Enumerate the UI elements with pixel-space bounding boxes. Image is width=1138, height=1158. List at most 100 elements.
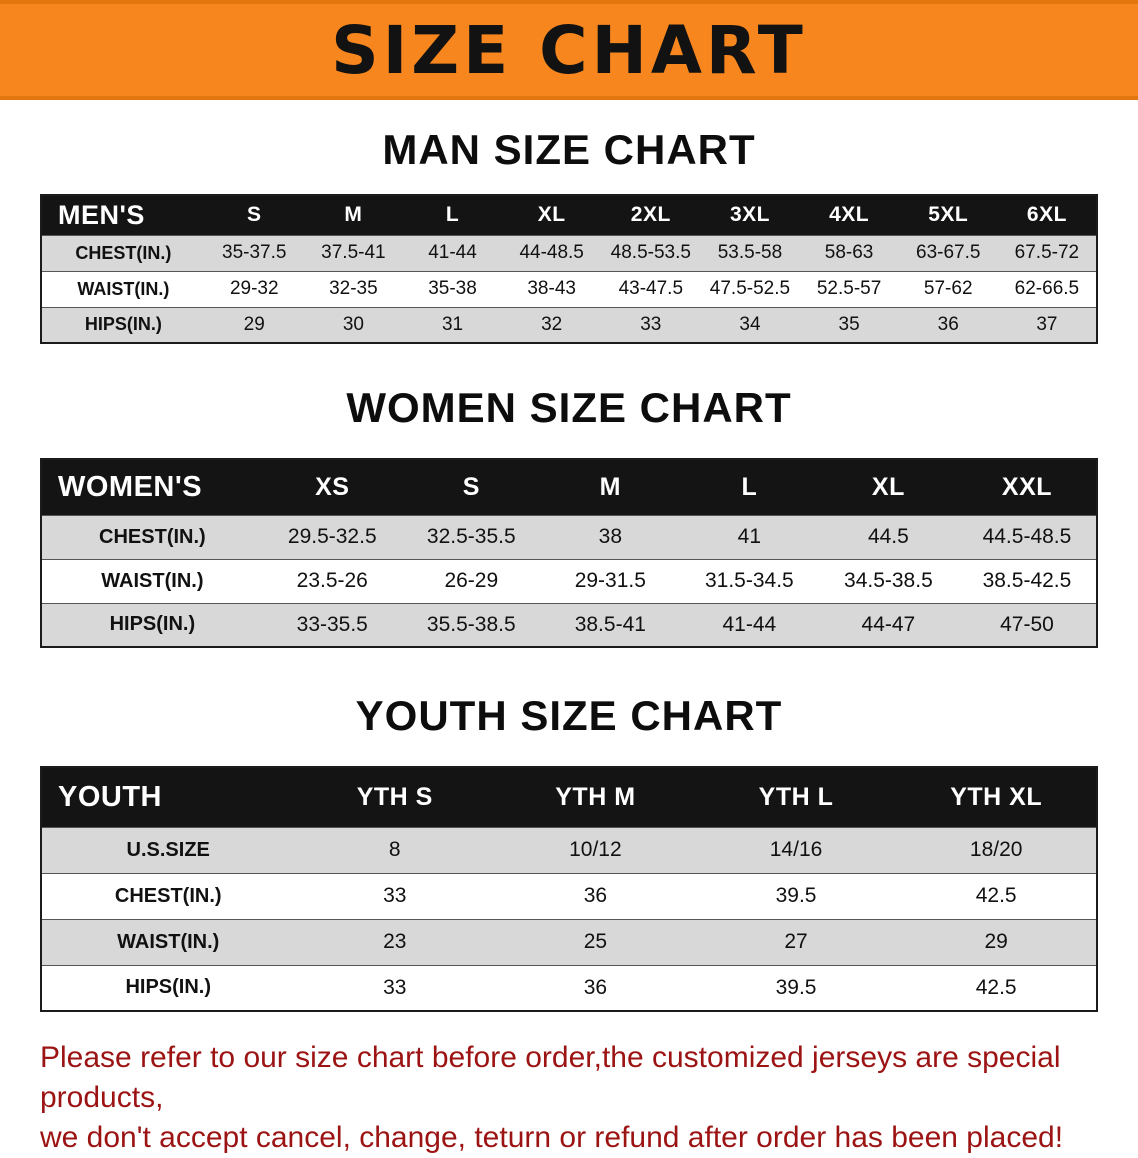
size-value-cell: 42.5 [896, 964, 1097, 1012]
size-value-cell: 38.5-42.5 [957, 558, 1097, 604]
table-header-row: YOUTH YTH S YTH M YTH L YTH XL [41, 767, 1097, 827]
size-value-cell: 39.5 [695, 872, 897, 920]
measurement-row-label: HIPS(IN.) [41, 602, 263, 648]
size-value-cell: 33 [294, 964, 496, 1012]
size-value-cell: 18/20 [896, 826, 1097, 874]
size-column-header: 6XL [997, 195, 1097, 235]
banner-title: SIZE CHART [331, 11, 807, 89]
measurement-row-label: CHEST(IN.) [41, 234, 205, 272]
banner: SIZE CHART [0, 0, 1138, 100]
size-value-cell: 38-43 [502, 270, 602, 308]
table-group-label: MEN'S [41, 195, 205, 235]
size-value-cell: 38.5-41 [540, 602, 680, 648]
size-value-cell: 31 [402, 306, 503, 344]
size-value-cell: 36 [495, 964, 696, 1012]
size-column-header: 2XL [601, 195, 701, 235]
size-value-cell: 58-63 [799, 234, 899, 272]
size-value-cell: 34 [700, 306, 800, 344]
size-value-cell: 29-31.5 [540, 558, 680, 604]
size-value-cell: 63-67.5 [898, 234, 998, 272]
size-value-cell: 47.5-52.5 [700, 270, 800, 308]
size-value-cell: 30 [303, 306, 403, 344]
measurement-row-label: CHEST(IN.) [41, 872, 295, 920]
measurement-row: U.S.SIZE 8 10/12 14/16 18/20 [41, 826, 1097, 874]
size-value-cell: 25 [495, 918, 696, 966]
measurement-row: CHEST(IN.) 29.5-32.5 32.5-35.5 38 41 44.5 44.5… [41, 514, 1097, 560]
size-value-cell: 36 [898, 306, 998, 344]
size-value-cell: 14/16 [695, 826, 897, 874]
size-value-cell: 52.5-57 [799, 270, 899, 308]
size-value-cell: 41-44 [402, 234, 503, 272]
size-value-cell: 36 [495, 872, 696, 920]
measurement-row: WAIST(IN.) 23 25 27 29 [41, 918, 1097, 966]
measurement-row-label: CHEST(IN.) [41, 514, 263, 560]
size-value-cell: 29-32 [204, 270, 304, 308]
measurement-row-label: WAIST(IN.) [41, 918, 295, 966]
measurement-row: CHEST(IN.) 35-37.5 37.5-41 41-44 44-48.5 48.5… [41, 234, 1097, 272]
order-notice: Please refer to our size chart before or… [40, 1038, 1098, 1158]
size-column-header: XS [262, 459, 402, 515]
measurement-row-label: WAIST(IN.) [41, 558, 263, 604]
size-value-cell: 31.5-34.5 [679, 558, 819, 604]
size-column-header: XXL [957, 459, 1097, 515]
measurement-row-label: U.S.SIZE [41, 826, 295, 874]
measurement-row: WAIST(IN.) 23.5-26 26-29 29-31.5 31.5-34.5 34… [41, 558, 1097, 604]
size-value-cell: 44-48.5 [502, 234, 602, 272]
notice-line-1: Please refer to our size chart before or… [40, 1041, 1061, 1114]
size-column-header: YTH M [495, 767, 696, 827]
size-column-header: S [204, 195, 304, 235]
size-value-cell: 57-62 [898, 270, 998, 308]
size-column-header: S [401, 459, 541, 515]
size-value-cell: 43-47.5 [601, 270, 701, 308]
size-value-cell: 37.5-41 [303, 234, 403, 272]
size-value-cell: 23 [294, 918, 496, 966]
size-value-cell: 32-35 [303, 270, 403, 308]
size-value-cell: 29 [204, 306, 304, 344]
size-value-cell: 42.5 [896, 872, 1097, 920]
size-column-header: L [679, 459, 819, 515]
measurement-row: CHEST(IN.) 33 36 39.5 42.5 [41, 872, 1097, 920]
size-value-cell: 35 [799, 306, 899, 344]
size-value-cell: 67.5-72 [997, 234, 1097, 272]
size-column-header: M [540, 459, 680, 515]
men-size-section: MAN SIZE CHART MEN'S S M L XL 2XL 3XL 4XL 5XL 6XL… [0, 126, 1138, 344]
size-value-cell: 35.5-38.5 [401, 602, 541, 648]
women-section-heading: WOMEN SIZE CHART [346, 384, 792, 431]
measurement-row: HIPS(IN.) 29 30 31 32 33 34 35 36 37 [41, 306, 1097, 344]
size-value-cell: 33-35.5 [262, 602, 402, 648]
women-size-section: WOMEN SIZE CHART WOMEN'S XS S M L XL XXL CHEST(… [0, 384, 1138, 648]
size-value-cell: 32 [502, 306, 602, 344]
size-column-header: 4XL [799, 195, 899, 235]
size-value-cell: 29 [896, 918, 1097, 966]
size-value-cell: 33 [294, 872, 496, 920]
women-size-table: WOMEN'S XS S M L XL XXL CHEST(IN.) 29.5-32.5 32.5… [40, 458, 1098, 648]
measurement-row-label: HIPS(IN.) [41, 306, 205, 344]
size-value-cell: 38 [540, 514, 680, 560]
table-header-row: MEN'S S M L XL 2XL 3XL 4XL 5XL 6XL [41, 195, 1097, 235]
youth-size-table: YOUTH YTH S YTH M YTH L YTH XL U.S.SIZE 8 10/12… [40, 766, 1098, 1012]
table-group-label: YOUTH [41, 767, 295, 827]
size-value-cell: 27 [695, 918, 897, 966]
size-value-cell: 41-44 [679, 602, 819, 648]
size-value-cell: 53.5-58 [700, 234, 800, 272]
size-value-cell: 37 [997, 306, 1097, 344]
measurement-row-label: WAIST(IN.) [41, 270, 205, 308]
size-value-cell: 33 [601, 306, 701, 344]
size-value-cell: 35-37.5 [204, 234, 304, 272]
size-value-cell: 34.5-38.5 [818, 558, 958, 604]
table-header-row: WOMEN'S XS S M L XL XXL [41, 459, 1097, 515]
size-column-header: M [303, 195, 403, 235]
youth-section-heading: YOUTH SIZE CHART [355, 692, 783, 739]
measurement-row: WAIST(IN.) 29-32 32-35 35-38 38-43 43-47.5 47.… [41, 270, 1097, 308]
men-size-table: MEN'S S M L XL 2XL 3XL 4XL 5XL 6XL CHEST(IN.) 35-37… [40, 194, 1098, 344]
size-value-cell: 35-38 [402, 270, 503, 308]
size-value-cell: 62-66.5 [997, 270, 1097, 308]
size-column-header: 3XL [700, 195, 800, 235]
size-value-cell: 47-50 [957, 602, 1097, 648]
size-column-header: YTH S [294, 767, 496, 827]
size-value-cell: 10/12 [495, 826, 696, 874]
measurement-row: HIPS(IN.) 33-35.5 35.5-38.5 38.5-41 41-44 44-… [41, 602, 1097, 648]
size-value-cell: 39.5 [695, 964, 897, 1012]
size-column-header: XL [818, 459, 958, 515]
